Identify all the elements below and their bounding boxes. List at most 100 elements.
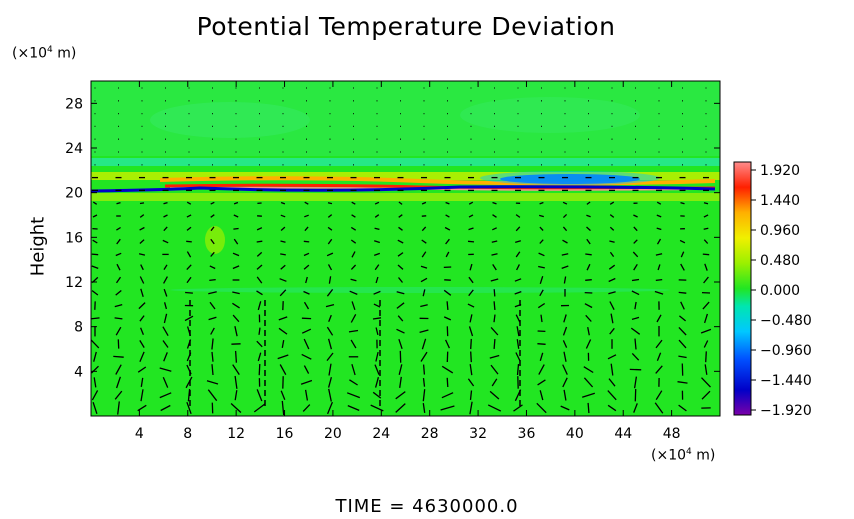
wind-vector bbox=[467, 378, 475, 387]
wind-vector bbox=[374, 214, 380, 218]
wind-vector bbox=[162, 239, 169, 244]
wind-vector bbox=[491, 240, 498, 243]
wind-vector bbox=[372, 391, 382, 399]
wind-vector bbox=[348, 329, 359, 333]
wind-vector bbox=[631, 316, 640, 321]
wind-vector bbox=[516, 339, 520, 349]
wind-vector bbox=[562, 239, 568, 244]
y-tick-label: 16 bbox=[65, 230, 83, 246]
wind-vector bbox=[538, 364, 545, 375]
wind-vector bbox=[374, 240, 380, 244]
wind-vector bbox=[609, 214, 615, 218]
wind-vector bbox=[678, 326, 687, 336]
wind-vector bbox=[537, 379, 546, 386]
wind-vector bbox=[140, 264, 144, 271]
wind-vector bbox=[469, 364, 473, 376]
wind-vector bbox=[656, 314, 662, 323]
wind-vector bbox=[586, 238, 591, 245]
y-axis-ticks: 4 8 12 16 20 24 28 bbox=[65, 96, 720, 380]
wind-vector bbox=[445, 251, 450, 258]
wind-vector bbox=[303, 365, 310, 374]
wind-vector bbox=[680, 251, 685, 258]
wind-vector bbox=[92, 201, 98, 205]
wind-vector bbox=[209, 265, 216, 270]
wind-vector bbox=[233, 214, 239, 218]
x-tick-label: 4 bbox=[135, 426, 144, 442]
cyan-blob-right bbox=[480, 171, 660, 185]
wind-vector bbox=[656, 352, 662, 362]
wind-vector bbox=[656, 227, 662, 231]
wind-vector bbox=[114, 303, 123, 308]
wind-vector bbox=[159, 367, 172, 372]
wind-vector bbox=[563, 276, 567, 284]
wind-vector bbox=[560, 405, 570, 411]
wind-vector bbox=[607, 404, 617, 412]
wind-vector bbox=[609, 301, 615, 310]
wind-vector bbox=[586, 201, 591, 205]
wind-vector bbox=[325, 303, 335, 308]
wind-vector bbox=[375, 327, 379, 336]
wind-vector bbox=[375, 351, 379, 362]
x-tick-label: 8 bbox=[183, 426, 192, 442]
wind-vector bbox=[396, 291, 405, 295]
wind-vector bbox=[515, 240, 521, 244]
colorbar-tick-label: −0.480 bbox=[760, 313, 812, 329]
wind-vector bbox=[608, 264, 616, 270]
wind-vector bbox=[115, 326, 122, 336]
y-tick-label: 20 bbox=[65, 186, 83, 202]
x-tick-label: 48 bbox=[663, 426, 681, 442]
wind-vector bbox=[492, 201, 497, 205]
wind-vector bbox=[185, 291, 193, 294]
wind-vector bbox=[703, 239, 709, 244]
wind-vector bbox=[701, 377, 711, 388]
wind-vector bbox=[703, 313, 709, 324]
wind-vector bbox=[208, 316, 217, 321]
wind-vector bbox=[351, 201, 356, 205]
wind-vector bbox=[138, 253, 146, 256]
wind-vector bbox=[300, 379, 313, 385]
wind-vector bbox=[467, 240, 475, 243]
wind-vector bbox=[563, 314, 567, 323]
wind-vector bbox=[374, 377, 380, 388]
wind-vector bbox=[350, 313, 357, 323]
wind-vector bbox=[351, 364, 356, 376]
wind-vector bbox=[441, 392, 454, 399]
wind-vector bbox=[327, 338, 333, 350]
wind-vector bbox=[562, 326, 568, 336]
wind-vector bbox=[208, 291, 217, 295]
wind-vector bbox=[115, 252, 122, 257]
wind-vector bbox=[395, 391, 406, 400]
wind-vector bbox=[470, 338, 472, 350]
wind-vector bbox=[256, 264, 263, 270]
wind-vector bbox=[513, 404, 523, 412]
wind-vector bbox=[373, 303, 381, 308]
wind-vector bbox=[582, 392, 595, 398]
layer-cyan-band bbox=[91, 158, 720, 166]
wind-vector bbox=[210, 327, 215, 335]
wind-vector bbox=[654, 290, 664, 295]
wind-vector bbox=[137, 366, 147, 373]
wind-vector bbox=[374, 264, 380, 271]
wind-vector bbox=[634, 338, 637, 350]
wind-vector bbox=[163, 313, 168, 324]
wind-vector bbox=[140, 389, 144, 402]
wind-vector bbox=[303, 252, 310, 257]
wind-vector bbox=[256, 389, 263, 402]
wind-vector bbox=[90, 317, 100, 320]
wind-vector bbox=[421, 226, 427, 232]
wind-vector bbox=[398, 226, 403, 231]
wind-vector bbox=[327, 264, 333, 271]
wind-vector bbox=[704, 263, 708, 271]
wind-vector bbox=[655, 365, 663, 374]
wind-vector bbox=[515, 214, 521, 218]
wind-vector bbox=[139, 239, 145, 244]
wind-vectors bbox=[90, 87, 712, 416]
wind-vector bbox=[468, 201, 474, 205]
wind-vector bbox=[138, 302, 146, 310]
wind-vector bbox=[303, 338, 310, 350]
wind-vector bbox=[515, 314, 521, 323]
y-tick-label: 8 bbox=[74, 320, 83, 336]
wind-vector bbox=[257, 352, 262, 362]
wind-vector bbox=[327, 238, 333, 245]
wind-vector bbox=[327, 377, 333, 388]
